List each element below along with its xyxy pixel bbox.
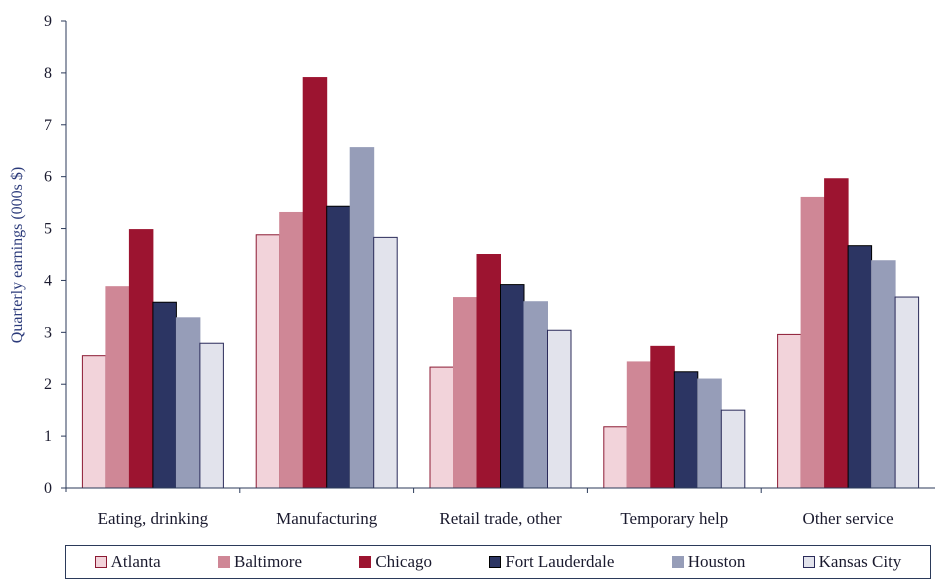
bar-houston <box>697 378 722 489</box>
legend-swatch <box>218 556 231 568</box>
bar-fort-lauderdale <box>326 205 351 489</box>
bar-baltimore <box>105 286 130 489</box>
y-tick-label: 7 <box>44 117 52 134</box>
legend-label: Kansas City <box>818 552 902 571</box>
category-label: Eating, drinking <box>98 509 209 528</box>
y-tick-label: 9 <box>44 13 52 30</box>
bar-atlanta <box>255 234 281 489</box>
y-tick-label: 2 <box>44 376 52 393</box>
y-tick-label: 1 <box>44 428 52 445</box>
legend-item: Chicago <box>359 552 432 572</box>
legend-item: Houston <box>671 552 746 572</box>
bar-fort-lauderdale <box>500 284 525 489</box>
legend-item: Baltimore <box>218 552 302 572</box>
y-tick-label: 0 <box>44 480 52 497</box>
legend-swatch <box>489 556 502 568</box>
legend-swatch <box>671 556 684 568</box>
bar-baltimore <box>279 211 304 489</box>
x-axis: Eating, drinking Manufacturing Retail trad… <box>61 487 935 528</box>
legend-label: Chicago <box>375 552 432 571</box>
bar-baltimore <box>626 361 652 489</box>
y-tick-label: 6 <box>44 169 52 186</box>
bar-atlanta <box>603 426 628 489</box>
bar-fort-lauderdale <box>152 301 177 489</box>
bar-atlanta <box>429 366 454 489</box>
category-label: Manufacturing <box>276 509 378 528</box>
legend-item: Atlanta <box>94 552 161 572</box>
bar-atlanta <box>81 355 107 489</box>
bar-chicago <box>476 254 501 489</box>
bar-kansas-city <box>547 329 572 489</box>
legend-swatch <box>94 556 107 568</box>
legend-swatch <box>359 556 372 568</box>
bar-chicago <box>302 77 328 489</box>
legend-item: Kansas City <box>802 552 902 572</box>
legend: Atlanta Baltimore Chicago Fort Lauderdale Ho… <box>65 545 931 579</box>
bar-houston <box>523 301 548 489</box>
y-tick-label: 8 <box>44 65 52 82</box>
y-tick-label: 5 <box>44 221 52 238</box>
legend-label: Baltimore <box>234 552 303 571</box>
legend-swatch <box>802 556 815 568</box>
y-axis-title: Quarterly earnings (000s $) <box>9 167 26 343</box>
bar-atlanta <box>777 333 802 489</box>
bar-kansas-city <box>199 342 224 489</box>
bar-houston <box>871 260 896 489</box>
legend-item: Fort Lauderdale <box>489 552 614 572</box>
bar-chart: 0 1 2 3 4 5 6 7 8 9 Eating, drinking Manufacturing… <box>9 13 935 528</box>
bar-houston <box>349 147 375 489</box>
bar-chicago <box>650 345 675 489</box>
legend-label: Fort Lauderdale <box>505 552 615 571</box>
bar-chicago <box>824 178 849 489</box>
bar-kansas-city <box>894 296 920 489</box>
bar-baltimore <box>453 297 478 489</box>
y-tick-label: 4 <box>44 272 52 289</box>
y-tick-label: 3 <box>44 324 52 341</box>
bar-fort-lauderdale <box>673 371 699 489</box>
bar-baltimore <box>800 196 826 489</box>
bar-chicago <box>128 229 154 489</box>
category-label: Temporary help <box>620 509 728 528</box>
bar-fort-lauderdale <box>847 245 873 489</box>
bars <box>81 77 920 489</box>
category-label: Other service <box>803 509 894 528</box>
y-axis: 0 1 2 3 4 5 6 7 8 9 <box>44 13 67 497</box>
legend-label: Atlanta <box>110 552 161 571</box>
bar-kansas-city <box>720 409 746 489</box>
bar-houston <box>175 317 201 489</box>
legend-label: Houston <box>687 552 746 571</box>
bar-kansas-city <box>373 236 398 489</box>
category-label: Retail trade, other <box>439 509 562 528</box>
